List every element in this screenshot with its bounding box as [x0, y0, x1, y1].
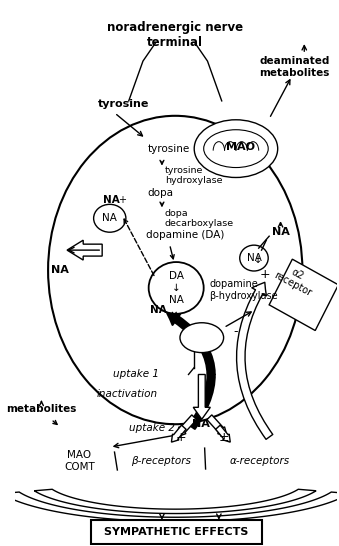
Polygon shape — [67, 240, 102, 260]
Polygon shape — [172, 425, 186, 442]
Ellipse shape — [194, 120, 278, 177]
Polygon shape — [193, 375, 210, 419]
Text: +: + — [176, 431, 186, 444]
Ellipse shape — [149, 262, 204, 314]
Text: ±: ± — [218, 431, 229, 444]
FancyBboxPatch shape — [269, 259, 338, 330]
Text: deaminated
metabolites: deaminated metabolites — [260, 56, 330, 78]
Text: NA: NA — [102, 213, 117, 223]
Text: tyrosine: tyrosine — [148, 144, 190, 153]
Ellipse shape — [180, 323, 224, 353]
Text: MAO: MAO — [226, 141, 255, 152]
Text: α2
receptor: α2 receptor — [272, 260, 318, 298]
Polygon shape — [1, 492, 339, 521]
Polygon shape — [207, 415, 227, 437]
FancyArrowPatch shape — [167, 313, 215, 429]
Text: noradrenergic nerve
terminal: noradrenergic nerve terminal — [107, 21, 243, 49]
Polygon shape — [34, 489, 316, 514]
Text: MAO
COMT: MAO COMT — [64, 450, 95, 472]
Text: NA: NA — [192, 419, 210, 429]
Text: DA
↓
NA: DA ↓ NA — [169, 271, 184, 305]
Text: NA: NA — [150, 305, 167, 315]
Text: +: + — [260, 269, 271, 282]
Text: SYMPATHETIC EFFECTS: SYMPATHETIC EFFECTS — [104, 527, 248, 537]
Ellipse shape — [48, 116, 302, 424]
Text: β-receptors: β-receptors — [131, 456, 191, 466]
Text: tyrosine: tyrosine — [98, 99, 150, 109]
Text: uptake 2: uptake 2 — [129, 423, 176, 433]
Ellipse shape — [94, 204, 126, 232]
Text: inactivation: inactivation — [96, 389, 157, 399]
Text: NA: NA — [246, 253, 261, 263]
Polygon shape — [216, 425, 230, 442]
Text: dopamine
β-hydroxylase: dopamine β-hydroxylase — [210, 279, 278, 301]
Text: uptake 1: uptake 1 — [113, 370, 159, 379]
Text: +: + — [118, 195, 126, 205]
Text: NA: NA — [52, 265, 69, 275]
Text: NA: NA — [103, 195, 120, 205]
Text: metabolites: metabolites — [6, 404, 77, 414]
Text: NA: NA — [272, 227, 290, 237]
FancyBboxPatch shape — [91, 520, 262, 544]
Text: dopa: dopa — [148, 188, 174, 198]
Text: α-receptors: α-receptors — [230, 456, 290, 466]
Text: dopa
decarboxylase: dopa decarboxylase — [165, 209, 234, 228]
Text: tyrosine
hydroxylase: tyrosine hydroxylase — [165, 166, 222, 185]
Ellipse shape — [240, 245, 268, 271]
Text: dopamine (DA): dopamine (DA) — [146, 230, 224, 240]
Polygon shape — [176, 415, 197, 437]
FancyArrowPatch shape — [237, 282, 273, 440]
Text: -: - — [234, 325, 238, 338]
Text: ↓: ↓ — [254, 255, 262, 265]
